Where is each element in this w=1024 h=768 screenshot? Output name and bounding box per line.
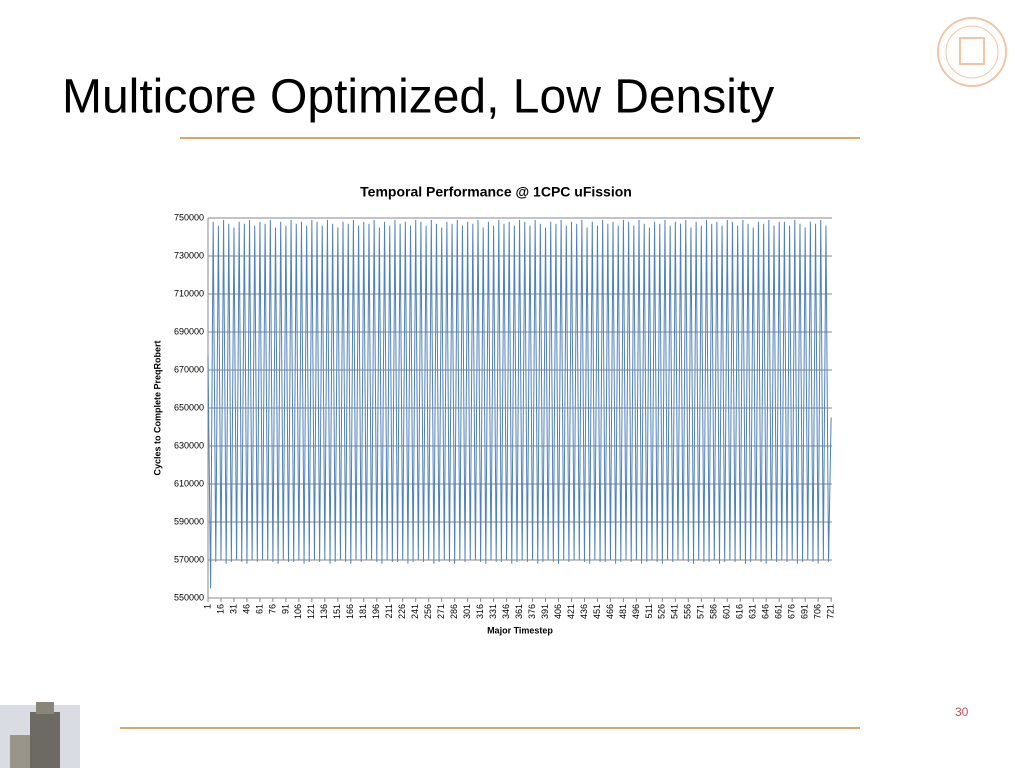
- x-tick-label: 511: [644, 604, 654, 618]
- x-tick-label: 676: [787, 604, 797, 619]
- x-tick-label: 721: [826, 604, 836, 619]
- x-tick-label: 241: [410, 604, 420, 619]
- x-axis-label: Major Timestep: [487, 625, 553, 635]
- chart-title: Temporal Performance @ 1CPC uFission: [360, 184, 632, 200]
- y-tick-label: 550000: [174, 592, 204, 602]
- x-tick-label: 106: [293, 604, 303, 619]
- x-tick-label: 301: [462, 604, 472, 619]
- x-tick-label: 331: [488, 604, 498, 619]
- x-tick-label: 616: [735, 604, 745, 619]
- y-tick-label: 710000: [174, 288, 204, 298]
- x-tick-label: 601: [722, 604, 732, 619]
- x-tick-label: 166: [345, 604, 355, 619]
- slide-title: Multicore Optimized, Low Density: [62, 71, 774, 124]
- x-tick-label: 361: [514, 604, 524, 619]
- y-tick-label: 650000: [174, 402, 204, 412]
- x-tick-label: 496: [631, 604, 641, 619]
- x-tick-label: 121: [306, 604, 316, 619]
- y-tick-label: 690000: [174, 326, 204, 336]
- x-tick-label: 46: [241, 604, 251, 614]
- x-tick-label: 286: [449, 604, 459, 619]
- y-tick-label: 590000: [174, 516, 204, 526]
- x-tick-label: 556: [683, 604, 693, 619]
- x-tick-label: 661: [774, 604, 784, 619]
- x-tick-label: 391: [540, 604, 550, 619]
- seal-logo: [937, 17, 1007, 87]
- x-tick-label: 691: [800, 604, 810, 619]
- page-number: 30: [955, 705, 969, 719]
- x-tick-label: 91: [280, 604, 290, 614]
- y-tick-label: 610000: [174, 478, 204, 488]
- x-tick-label: 481: [618, 604, 628, 619]
- y-axis-label: Cycles to Complete PreqRobert: [152, 340, 162, 475]
- x-tick-label: 256: [423, 604, 433, 619]
- x-tick-label: 526: [657, 604, 667, 619]
- x-tick-label: 211: [384, 604, 394, 618]
- x-tick-label: 436: [579, 604, 589, 619]
- x-tick-label: 646: [761, 604, 771, 619]
- x-tick-label: 226: [397, 604, 407, 619]
- x-tick-label: 76: [267, 604, 277, 614]
- x-tick-label: 451: [592, 604, 602, 619]
- y-tick-label: 730000: [174, 250, 204, 260]
- x-tick-label: 1: [202, 604, 212, 609]
- y-tick-label: 630000: [174, 440, 204, 450]
- x-tick-label: 196: [371, 604, 381, 619]
- x-tick-label: 706: [813, 604, 823, 619]
- y-tick-label: 750000: [174, 212, 204, 222]
- y-tick-label: 670000: [174, 364, 204, 374]
- x-tick-label: 466: [605, 604, 615, 619]
- x-tick-label: 421: [566, 604, 576, 619]
- data-line: [207, 219, 832, 589]
- x-tick-label: 61: [254, 604, 264, 614]
- x-tick-label: 271: [436, 604, 446, 619]
- x-tick-label: 346: [501, 604, 511, 619]
- x-tick-label: 571: [696, 604, 706, 619]
- y-tick-label: 570000: [174, 554, 204, 564]
- x-tick-label: 631: [748, 604, 758, 619]
- x-tick-label: 406: [553, 604, 563, 619]
- x-tick-label: 31: [228, 604, 238, 614]
- x-tick-label: 376: [527, 604, 537, 619]
- x-tick-label: 181: [358, 604, 368, 619]
- x-tick-label: 316: [475, 604, 485, 619]
- x-tick-label: 541: [670, 604, 680, 619]
- x-tick-label: 151: [332, 604, 342, 619]
- tower-image: [0, 702, 80, 768]
- x-tick-label: 16: [215, 604, 225, 614]
- x-tick-label: 586: [709, 604, 719, 619]
- x-tick-label: 136: [319, 604, 329, 619]
